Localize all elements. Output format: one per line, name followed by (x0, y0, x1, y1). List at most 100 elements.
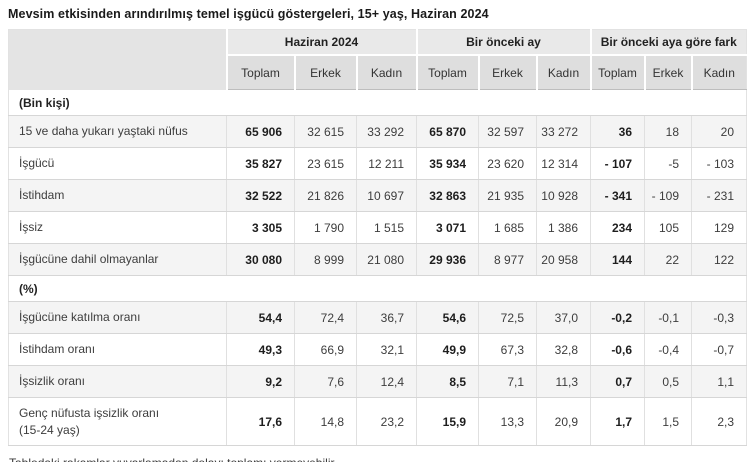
table-header: Haziran 2024 Bir önceki ay Bir önceki ay… (8, 29, 747, 90)
value-cell: 14,8 (294, 397, 357, 446)
value-cell: 8,5 (416, 365, 479, 398)
column-group-haziran-2024: Haziran 2024 (225, 29, 417, 55)
table-row: 15 ve daha yukarı yaştaki nüfus 65 906 32 … (8, 115, 747, 148)
table-row: İstihdam 32 522 21 826 10 697 32 863 21 935 10… (8, 179, 747, 212)
section-label: (Bin kişi) (8, 89, 747, 116)
value-cell: - 107 (590, 147, 645, 180)
value-cell: -0,1 (644, 301, 692, 334)
value-cell: 36,7 (356, 301, 417, 334)
row-label: İşgücüne katılma oranı (8, 301, 227, 334)
value-cell: 11,3 (536, 365, 591, 398)
value-cell: 3 305 (226, 211, 295, 244)
value-cell: - 341 (590, 179, 645, 212)
value-cell: 0,5 (644, 365, 692, 398)
value-cell: -0,2 (590, 301, 645, 334)
value-cell: - 103 (690, 147, 747, 180)
value-cell: 1 386 (536, 211, 591, 244)
value-cell: 23,2 (356, 397, 417, 446)
section-label: (%) (8, 275, 747, 302)
table-row: Genç nüfusta işsizlik oranı (15-24 yaş) 17… (8, 397, 747, 446)
value-cell: 66,9 (294, 333, 357, 366)
table-row: İşsiz 3 305 1 790 1 515 3 071 1 685 1 386 234 10… (8, 211, 747, 244)
value-cell: 32,1 (356, 333, 417, 366)
subheader-erkek-3: Erkek (643, 54, 692, 90)
value-cell: 21 935 (478, 179, 537, 212)
value-cell: 65 906 (226, 115, 295, 148)
value-cell: 0,7 (590, 365, 645, 398)
value-cell: 122 (690, 243, 747, 276)
value-cell: - 231 (690, 179, 747, 212)
value-cell: 20,9 (536, 397, 591, 446)
value-cell: 36 (590, 115, 645, 148)
table-row: İşgücüne dahil olmayanlar 30 080 8 999 21 0… (8, 243, 747, 276)
table-row: İşgücü 35 827 23 615 12 211 35 934 23 620 12 3… (8, 147, 747, 180)
table-row: İstihdam oranı 49,3 66,9 32,1 49,9 67,3 32,8 -0… (8, 333, 747, 366)
value-cell: 105 (644, 211, 692, 244)
value-cell: 21 080 (356, 243, 417, 276)
value-cell: -5 (644, 147, 692, 180)
row-label: Genç nüfusta işsizlik oranı (15-24 yaş) (8, 397, 227, 446)
value-cell: 72,5 (478, 301, 537, 334)
value-cell: 18 (644, 115, 692, 148)
value-cell: - 109 (644, 179, 692, 212)
subheader-toplam-1: Toplam (225, 54, 295, 90)
value-cell: 8 977 (478, 243, 537, 276)
value-cell: 22 (644, 243, 692, 276)
subheader-kadin-3: Kadın (690, 54, 747, 90)
value-cell: 12 314 (536, 147, 591, 180)
value-cell: 10 697 (356, 179, 417, 212)
value-cell: 13,3 (478, 397, 537, 446)
value-cell: 30 080 (226, 243, 295, 276)
value-cell: 144 (590, 243, 645, 276)
section-header-row: (Bin kişi) (8, 89, 747, 116)
subheader-erkek-2: Erkek (477, 54, 537, 90)
labour-force-table: Haziran 2024 Bir önceki ay Bir önceki ay… (8, 29, 748, 446)
value-cell: 49,9 (416, 333, 479, 366)
value-cell: -0,4 (644, 333, 692, 366)
value-cell: 23 615 (294, 147, 357, 180)
value-cell: 15,9 (416, 397, 479, 446)
value-cell: 1 790 (294, 211, 357, 244)
row-label: İşgücü (8, 147, 227, 180)
value-cell: -0,6 (590, 333, 645, 366)
value-cell: -0,7 (690, 333, 747, 366)
table-row: İşsizlik oranı 9,2 7,6 12,4 8,5 7,1 11,3 0,7 0,5… (8, 365, 747, 398)
table-row: İşgücüne katılma oranı 54,4 72,4 36,7 54,6 72… (8, 301, 747, 334)
row-label: İstihdam oranı (8, 333, 227, 366)
value-cell: 33 292 (356, 115, 417, 148)
row-label: 15 ve daha yukarı yaştaki nüfus (8, 115, 227, 148)
corner-header-cell (8, 29, 227, 90)
row-label: İşsizlik oranı (8, 365, 227, 398)
row-label: İşsiz (8, 211, 227, 244)
subheader-toplam-3: Toplam (589, 54, 645, 90)
value-cell: 9,2 (226, 365, 295, 398)
value-cell: 12 211 (356, 147, 417, 180)
value-cell: 21 826 (294, 179, 357, 212)
value-cell: 32 615 (294, 115, 357, 148)
value-cell: 1,1 (690, 365, 747, 398)
value-cell: 49,3 (226, 333, 295, 366)
value-cell: 20 (690, 115, 747, 148)
value-cell: 3 071 (416, 211, 479, 244)
section-header-row: (%) (8, 275, 747, 302)
value-cell: 1 685 (478, 211, 537, 244)
row-label: İstihdam (8, 179, 227, 212)
table-body: (Bin kişi) 15 ve daha yukarı yaştaki nüfu… (8, 89, 747, 446)
value-cell: 32 597 (478, 115, 537, 148)
column-subheader-row: Toplam Erkek Kadın Toplam Erkek Kadın To… (9, 54, 747, 90)
value-cell: 8 999 (294, 243, 357, 276)
value-cell: 1,5 (644, 397, 692, 446)
value-cell: 10 928 (536, 179, 591, 212)
value-cell: 17,6 (226, 397, 295, 446)
value-cell: 35 934 (416, 147, 479, 180)
value-cell: 37,0 (536, 301, 591, 334)
value-cell: 234 (590, 211, 645, 244)
value-cell: 32,8 (536, 333, 591, 366)
column-group-row: Haziran 2024 Bir önceki ay Bir önceki ay… (8, 29, 747, 90)
value-cell: 23 620 (478, 147, 537, 180)
value-cell: -0,3 (690, 301, 747, 334)
value-cell: 2,3 (690, 397, 747, 446)
value-cell: 33 272 (536, 115, 591, 148)
value-cell: 32 863 (416, 179, 479, 212)
value-cell: 1 515 (356, 211, 417, 244)
